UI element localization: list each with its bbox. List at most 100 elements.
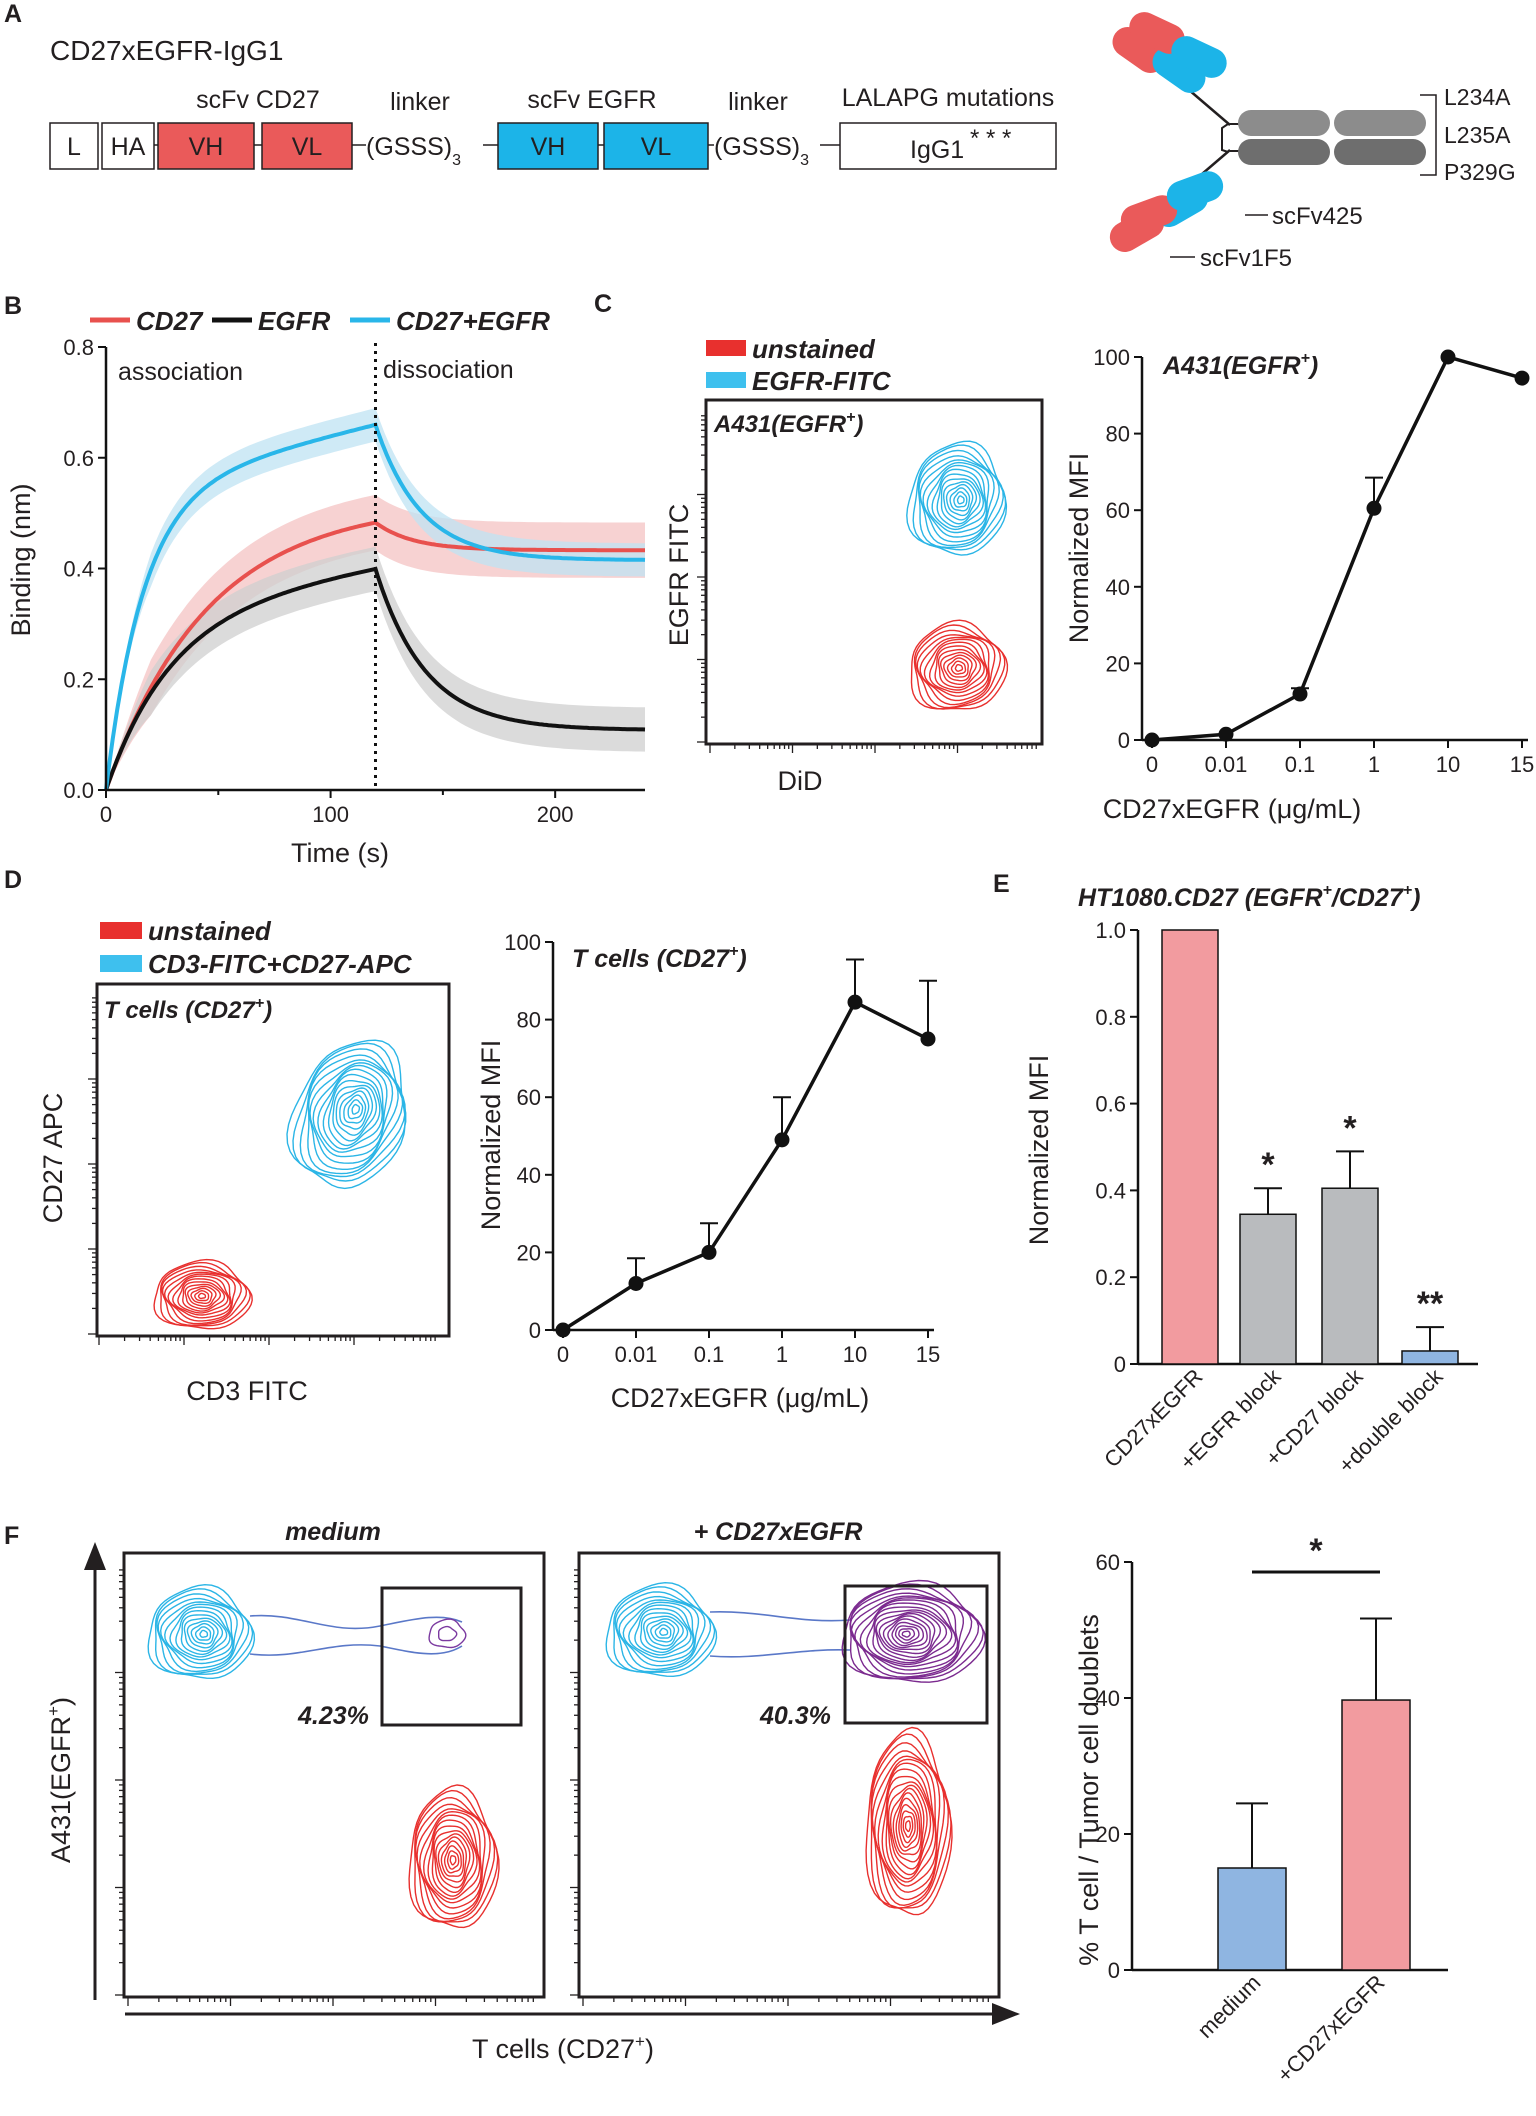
doublet-contour: [872, 1606, 953, 1664]
tumor-cell-contour: [147, 1583, 256, 1680]
c-ytick-label: 60: [1106, 498, 1130, 523]
e-bar: [1321, 1187, 1379, 1365]
legend-egfr-fitc: EGFR-FITC: [752, 366, 892, 396]
f-ab-title: + CD27xEGFR: [694, 1518, 863, 1546]
tcell-contour: [414, 1789, 499, 1923]
tumor-cell-contour: [157, 1597, 245, 1673]
cd27-stained-population: [286, 1039, 407, 1190]
tcell-contour: [435, 1833, 471, 1889]
legend-swatch-egfr-fitc: [706, 372, 746, 388]
panel-a: A CD27xEGFR-IgG1 scFv CD27 linker scFv E…: [4, 0, 1516, 272]
c-point: [1292, 686, 1308, 702]
c-ytick-label: 0: [1118, 728, 1130, 753]
c-point: [1440, 349, 1456, 365]
c-point: [1144, 732, 1160, 748]
b-ytick-label: 0.6: [63, 446, 94, 471]
tumor-cell-contour: [650, 1620, 675, 1643]
tcell-dose-plot: 0 20 40 60 80 100 0 0.01 0.1 1 10 15: [504, 930, 940, 1367]
egfr-fitc-population: [906, 440, 1008, 556]
tcell-contour: [895, 1797, 921, 1852]
f-bar: [1341, 1699, 1411, 1971]
d-point: [628, 1275, 644, 1291]
d-xtick-label: 0: [557, 1342, 569, 1367]
label-scfv-cd27: scFv CD27: [196, 86, 320, 114]
tumor-cell-contour: [199, 1629, 209, 1638]
e-significance: *: [1343, 1109, 1357, 1147]
tumor-cell-contour: [154, 1588, 254, 1676]
d-ytick-label: 0: [529, 1318, 541, 1343]
f-ab-populations: [605, 1579, 987, 1916]
tcell-contour: [408, 1784, 500, 1929]
linker-1-text: (GSSS)3: [366, 133, 461, 169]
d-point: [701, 1244, 717, 1260]
f-y-arrowhead: [84, 1542, 106, 1570]
egfr-fitc-contour: [953, 491, 968, 508]
unstained-contour: [943, 654, 973, 682]
tumor-cell-contour: [646, 1618, 680, 1647]
d-ytick-label: 60: [517, 1085, 541, 1110]
egfr-fitc-contour: [906, 440, 1008, 556]
e-bar: [1401, 1350, 1459, 1365]
tumor-cell-contour: [175, 1609, 231, 1658]
f-medium-frame: [122, 1551, 546, 1999]
scfv-425-domain: [1152, 46, 1206, 94]
unstained-contour: [916, 634, 996, 706]
f-category-label: medium: [1193, 1970, 1266, 2043]
c-point: [1218, 726, 1234, 742]
d-flow-title: T cells (CD27+): [104, 995, 272, 1024]
f-ytick-label: 0: [1108, 1958, 1120, 1983]
d-line: [562, 999, 929, 1332]
egfr-fitc-contour: [945, 483, 974, 517]
cd27-stained-contour: [332, 1084, 378, 1142]
tcell-contour: [885, 1775, 935, 1880]
tcell-contour: [422, 1814, 482, 1904]
cd27-stained-contour: [322, 1073, 383, 1150]
cd27-stained-contour: [343, 1094, 367, 1124]
band-egfr: [106, 546, 645, 790]
fc-domain: [1238, 110, 1330, 136]
tumor-cell-contour: [642, 1615, 684, 1651]
c-ytick-label: 20: [1106, 651, 1130, 676]
c-flow-title: A431(EGFR+): [713, 409, 863, 438]
tumor-cell-contour: [639, 1612, 689, 1654]
doublet-contour: [894, 1625, 920, 1644]
e-ylabel: Normalized MFI: [1024, 1055, 1054, 1246]
e-ytick-label: 0.2: [1095, 1265, 1126, 1290]
tumor-cell-contour: [615, 1595, 706, 1671]
box-igg1: [839, 122, 1057, 170]
doublet-contour: [882, 1615, 931, 1651]
cd27-stained-contour: [286, 1039, 406, 1190]
d-flow-xlabel: CD3 FITC: [186, 1376, 308, 1406]
unstained-contour-d: [190, 1287, 213, 1305]
b-ylabel: Binding (nm): [6, 483, 36, 636]
doublet-contour: [438, 1625, 458, 1642]
doublet-contour: [878, 1612, 936, 1655]
cd27-stained-contour: [307, 1059, 399, 1171]
tcell-contour: [431, 1825, 478, 1897]
tumor-cell-contour: [659, 1627, 669, 1636]
a431-dose-plot: 0 20 40 60 80 100 0 0.01 0.1 1 10 15: [1093, 345, 1534, 777]
b-xtick-label: 0: [100, 802, 112, 827]
e-ytick-label: 0.6: [1095, 1092, 1126, 1117]
association-label: association: [118, 358, 243, 386]
unstained-contour-d: [177, 1278, 229, 1314]
label-lalapg: LALAPG mutations: [842, 84, 1055, 112]
e-bar: [1161, 929, 1219, 1365]
d-xtick-label: 0.01: [615, 1342, 658, 1367]
cd27-stained-contour: [309, 1062, 394, 1164]
scfv425-label: scFv425: [1272, 203, 1363, 230]
tcell-contour: [887, 1784, 928, 1870]
tcell-contour: [902, 1815, 914, 1838]
unstained-contour-d: [186, 1285, 217, 1307]
c-xtick-label: 0.1: [1285, 752, 1316, 777]
fc-domain: [1334, 110, 1426, 136]
tcell-contour: [433, 1830, 475, 1894]
egfr-fitc-contour: [949, 487, 971, 512]
box-ha: [101, 122, 155, 170]
f-ab-frame: [577, 1551, 1001, 1999]
f-x-arrowhead: [992, 2003, 1020, 2025]
egfr-fitc-contour: [936, 473, 984, 528]
d-line-xlabel: CD27xEGFR (μg/mL): [611, 1383, 870, 1413]
tumor-cell-contour: [164, 1603, 234, 1665]
